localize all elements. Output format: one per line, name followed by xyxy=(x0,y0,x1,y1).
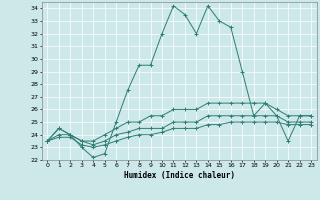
X-axis label: Humidex (Indice chaleur): Humidex (Indice chaleur) xyxy=(124,171,235,180)
